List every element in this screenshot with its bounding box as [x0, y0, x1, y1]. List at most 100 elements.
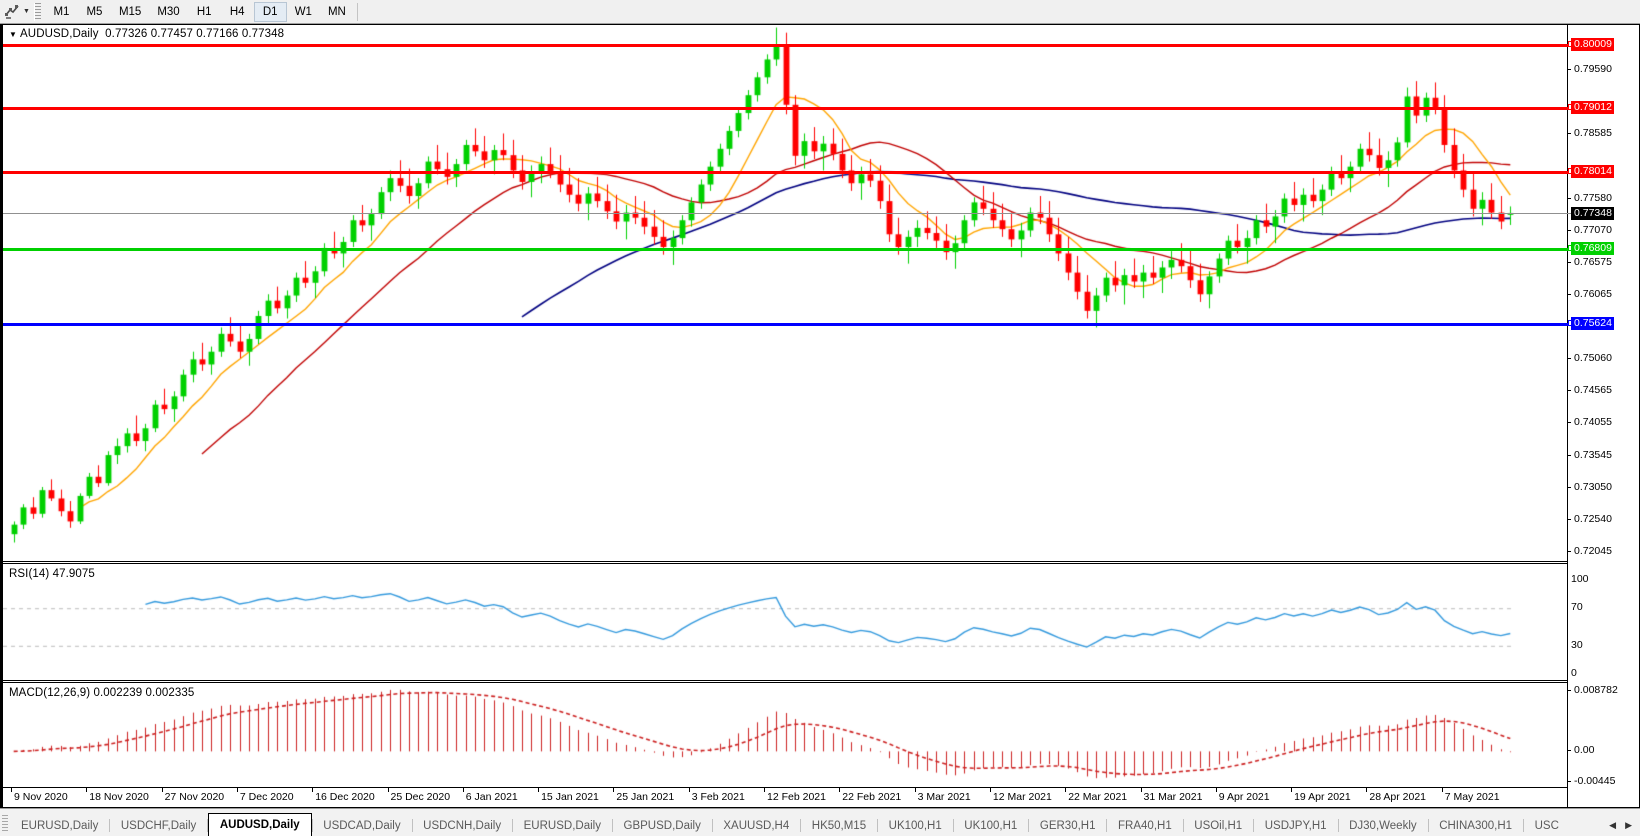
timeframe-button-d1[interactable]: D1 — [253, 1, 287, 22]
date-tick-label: 12 Feb 2021 — [767, 791, 826, 803]
price-tick-label: 0.77070 — [1574, 224, 1612, 237]
date-tick-label: 9 Nov 2020 — [14, 791, 68, 803]
timeframe-button-h4[interactable]: H4 — [229, 5, 245, 18]
date-tick-label: 7 May 2021 — [1444, 791, 1500, 803]
macd-pane[interactable]: MACD(12,26,9) 0.002239 0.002335 — [3, 685, 1571, 788]
pane-separator-macd[interactable] — [3, 680, 1639, 683]
tab-separator — [711, 819, 713, 832]
chart-tab-fra40-h1[interactable]: FRA40,H1 — [1118, 819, 1172, 832]
timeframe-toolbar: ▼ M1 M5 M15 M30 H1 H4 D1 W1 MN — [0, 0, 1640, 24]
price-tick-label: 0.78585 — [1574, 127, 1612, 140]
chart-window[interactable]: ▼ AUDUSD,Daily 0.77326 0.77457 0.77166 0.… — [0, 24, 1640, 808]
rsi-tick-label: 100 — [1571, 573, 1589, 585]
chart-ohlc-label: 0.77326 0.77457 0.77166 0.77348 — [105, 28, 285, 40]
tab-separator — [411, 819, 413, 832]
date-tick-label: 15 Jan 2021 — [541, 791, 599, 803]
chart-tabs-bar: EURUSD,Daily USDCHF,Daily AUDUSD,Daily USDC… — [0, 808, 1640, 836]
chart-tab-usc[interactable]: USC — [1534, 819, 1559, 832]
chart-tab-usdcad-daily[interactable]: USDCAD,Daily — [323, 819, 401, 832]
triangle-down-icon[interactable]: ▼ — [9, 30, 18, 39]
scroll-left-icon[interactable]: ◀ — [1609, 820, 1617, 830]
tab-separator — [311, 819, 313, 832]
date-tick-label: 16 Dec 2020 — [315, 791, 375, 803]
timeframe-button-w1[interactable]: W1 — [294, 5, 312, 18]
chart-symbol-header: ▼ AUDUSD,Daily 0.77326 0.77457 0.77166 0.… — [9, 28, 284, 40]
timeframe-button-m1[interactable]: M1 — [53, 5, 70, 18]
chart-tab-usdchf-daily[interactable]: USDCHF,Daily — [120, 819, 197, 832]
macd-tick-label: 0.008782 — [1574, 684, 1618, 696]
chart-tab-usdjpy-h1[interactable]: USDJPY,H1 — [1264, 819, 1327, 832]
chart-tab-audusd-daily[interactable]: AUDUSD,Daily — [207, 813, 312, 836]
price-tick-label: 0.76575 — [1574, 255, 1612, 268]
chart-tab-gbpusd-daily[interactable]: GBPUSD,Daily — [623, 819, 701, 832]
tab-separator — [109, 819, 110, 832]
tab-separator — [800, 819, 801, 832]
price-tick-label: 0.72045 — [1574, 544, 1612, 557]
tab-separator — [1523, 819, 1524, 832]
date-tick-label: 28 Apr 2021 — [1369, 791, 1427, 803]
price-tick-label: 0.74565 — [1574, 383, 1612, 396]
price-tick-label: 0.79590 — [1574, 63, 1612, 76]
date-axis[interactable]: 9 Nov 2020 18 Nov 2020 27 Nov 2020 7 Dec 20… — [3, 787, 1571, 807]
price-pane[interactable]: ▼ AUDUSD,Daily 0.77326 0.77457 0.77166 0.… — [3, 25, 1574, 561]
price-badge-red: 0.78014 — [1571, 164, 1614, 178]
chart-tab-usdcnh-daily[interactable]: USDCNH,Daily — [423, 819, 502, 832]
tab-separator — [952, 819, 954, 832]
price-tick-label: 0.76065 — [1574, 288, 1612, 301]
tabbar-grip[interactable] — [2, 815, 8, 831]
chart-tab-china300-h1[interactable]: CHINA300,H1 — [1439, 819, 1513, 832]
price-badge-blue: 0.75624 — [1571, 317, 1614, 331]
tab-separator — [877, 819, 878, 832]
candlestick-canvas[interactable] — [3, 25, 1571, 561]
macd-tick-label: -0.00445 — [1574, 775, 1616, 787]
chart-tab-eurusd-daily[interactable]: EURUSD,Daily — [523, 819, 601, 832]
timeframe-button-h1[interactable]: H1 — [196, 5, 212, 18]
scroll-right-icon[interactable]: ▶ — [1625, 820, 1632, 830]
price-tick-label: 0.77580 — [1574, 191, 1612, 204]
timeframe-button-m5[interactable]: M5 — [86, 5, 103, 18]
date-tick-label: 22 Mar 2021 — [1068, 791, 1128, 803]
chevron-down-icon: ▼ — [23, 8, 30, 15]
date-tick-label: 3 Mar 2021 — [917, 791, 971, 803]
price-tick-label: 0.72540 — [1574, 513, 1612, 526]
date-tick-label: 6 Jan 2021 — [465, 791, 518, 803]
chart-tab-eurusd-daily[interactable]: EURUSD,Daily — [21, 819, 99, 832]
price-badge-red: 0.80009 — [1571, 37, 1614, 51]
chart-tab-uk100-h1[interactable]: UK100,H1 — [888, 819, 942, 832]
chart-tab-dj30-weekly[interactable]: DJ30,Weekly — [1349, 819, 1417, 832]
toolbar-grip[interactable] — [33, 2, 41, 21]
date-tick-label: 9 Apr 2021 — [1218, 791, 1270, 803]
price-tick-label: 0.73545 — [1574, 449, 1612, 462]
indicators-icon — [5, 4, 19, 19]
tab-separator — [611, 819, 613, 832]
timeframe-button-m30[interactable]: M30 — [157, 5, 180, 18]
pane-separator-rsi[interactable] — [3, 561, 1639, 564]
rsi-pane[interactable]: RSI(14) 47.9075 — [3, 566, 1571, 680]
date-tick-label: 18 Nov 2020 — [89, 791, 149, 803]
chart-tab-xauusd-h4[interactable]: XAUUSD,H4 — [723, 819, 790, 832]
chart-tab-ger30-h1[interactable]: GER30,H1 — [1039, 819, 1096, 832]
date-tick-label: 25 Dec 2020 — [390, 791, 451, 803]
price-tick-label: 0.75060 — [1574, 352, 1612, 365]
tab-separator — [207, 819, 208, 832]
chart-tab-hk50-m15[interactable]: HK50,M15 — [811, 819, 867, 832]
price-axis[interactable]: 0.79590 0.78585 0.77580 0.77070 0.76575 0.760… — [1567, 25, 1639, 807]
tab-separator — [1427, 819, 1429, 832]
date-tick-label: 7 Dec 2020 — [239, 791, 294, 803]
timeframe-button-mn[interactable]: MN — [327, 5, 346, 18]
tab-separator — [1182, 819, 1184, 832]
indicators-button[interactable]: ▼ — [0, 0, 32, 24]
chart-tab-usoil-h1[interactable]: USOil,H1 — [1194, 819, 1243, 832]
date-tick-label: 25 Jan 2021 — [616, 791, 675, 803]
date-tick-label: 22 Feb 2021 — [842, 791, 902, 803]
rsi-tick-label: 70 — [1571, 601, 1583, 614]
date-tick-label: 31 Mar 2021 — [1143, 791, 1203, 803]
rsi-canvas — [3, 566, 1571, 680]
chart-tab-uk100-h1[interactable]: UK100,H1 — [964, 819, 1018, 832]
toolbar-separator — [356, 2, 358, 21]
price-badge-black: 0.77348 — [1571, 207, 1614, 221]
timeframe-button-m15[interactable]: M15 — [118, 5, 142, 18]
tab-separator — [512, 819, 513, 832]
rsi-tick-label: 30 — [1571, 638, 1583, 651]
